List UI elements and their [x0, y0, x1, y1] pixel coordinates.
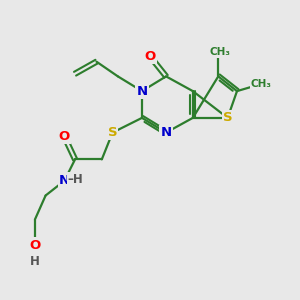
Text: O: O — [144, 50, 156, 63]
Text: O: O — [59, 130, 70, 143]
Text: CH₃: CH₃ — [209, 47, 230, 57]
Text: N: N — [160, 126, 172, 139]
Text: H: H — [29, 255, 39, 268]
Text: –H: –H — [68, 173, 83, 186]
Text: O: O — [29, 238, 40, 251]
Text: N: N — [136, 85, 148, 98]
Text: CH₃: CH₃ — [250, 79, 272, 89]
Text: N: N — [59, 174, 70, 187]
Text: S: S — [108, 126, 117, 139]
Text: S: S — [223, 111, 232, 124]
